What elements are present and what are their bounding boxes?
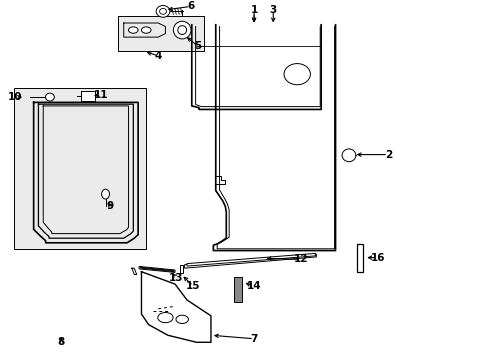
- Text: 7: 7: [250, 334, 257, 344]
- Ellipse shape: [45, 93, 54, 101]
- Bar: [81, 91, 95, 101]
- Ellipse shape: [178, 26, 186, 35]
- Ellipse shape: [141, 27, 151, 33]
- Text: 16: 16: [370, 253, 384, 262]
- Text: 13: 13: [169, 273, 183, 283]
- Polygon shape: [139, 266, 175, 273]
- Text: 15: 15: [185, 281, 200, 291]
- Polygon shape: [140, 267, 174, 272]
- Bar: [117, 16, 203, 51]
- Text: 2: 2: [384, 150, 391, 159]
- Polygon shape: [356, 243, 363, 272]
- Ellipse shape: [158, 312, 173, 323]
- Text: 3: 3: [269, 5, 276, 15]
- Text: 4: 4: [154, 51, 162, 61]
- Bar: [14, 88, 146, 249]
- Text: 8: 8: [58, 337, 65, 347]
- Text: 5: 5: [194, 41, 201, 51]
- Text: 10: 10: [8, 92, 22, 102]
- Text: 11: 11: [93, 90, 108, 100]
- Text: 9: 9: [106, 202, 114, 211]
- Text: 6: 6: [187, 1, 194, 12]
- Ellipse shape: [156, 5, 169, 17]
- Polygon shape: [186, 253, 315, 266]
- Ellipse shape: [173, 21, 191, 39]
- Text: 14: 14: [246, 281, 261, 291]
- Ellipse shape: [176, 315, 188, 324]
- Ellipse shape: [342, 149, 355, 162]
- Ellipse shape: [102, 189, 109, 199]
- Ellipse shape: [128, 27, 138, 33]
- Bar: [233, 277, 241, 302]
- Polygon shape: [180, 265, 183, 274]
- Ellipse shape: [159, 8, 166, 14]
- Text: 1: 1: [250, 5, 257, 15]
- Ellipse shape: [284, 64, 310, 85]
- Text: 12: 12: [293, 255, 307, 264]
- Polygon shape: [184, 254, 316, 268]
